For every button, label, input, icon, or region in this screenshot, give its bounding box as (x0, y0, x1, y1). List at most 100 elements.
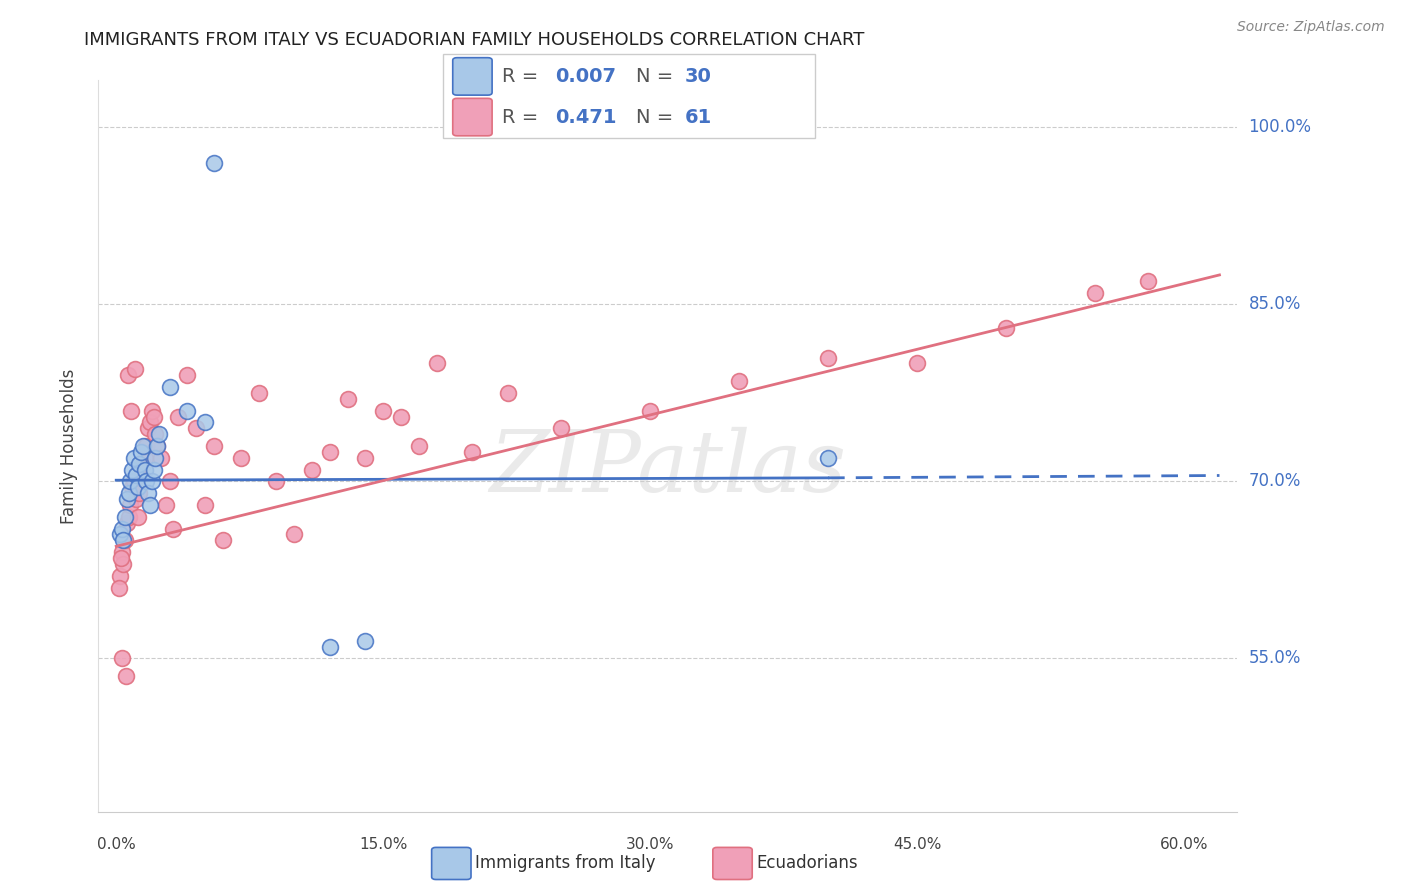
Text: 60.0%: 60.0% (1160, 837, 1208, 852)
Point (136, 421, 159, 435)
Point (194, 416, 217, 430)
Point (122, 450, 145, 465)
Point (728, 374, 751, 388)
Text: 0.0%: 0.0% (97, 837, 135, 852)
Point (994, 321, 1017, 335)
Point (389, 409, 412, 424)
Point (905, 356, 928, 370)
Point (148, 427, 170, 442)
Point (115, 516, 138, 530)
Text: R =: R = (502, 67, 544, 86)
Point (142, 409, 165, 424)
Point (108, 568, 131, 582)
Point (301, 462, 323, 476)
Point (159, 475, 181, 489)
Point (141, 403, 163, 417)
Point (121, 462, 143, 476)
Text: 70.0%: 70.0% (1249, 473, 1301, 491)
Text: 45.0%: 45.0% (893, 837, 941, 852)
Point (118, 509, 141, 524)
Point (229, 450, 252, 465)
Point (132, 439, 155, 453)
Point (141, 475, 163, 489)
Point (117, 368, 139, 383)
Point (354, 633, 377, 648)
Point (108, 581, 131, 595)
Point (461, 445, 484, 459)
Point (135, 475, 157, 489)
Text: 0.471: 0.471 (555, 108, 617, 127)
Point (149, 450, 172, 465)
Text: R =: R = (502, 108, 544, 127)
Point (115, 669, 138, 683)
Text: ZIPatlas: ZIPatlas (489, 426, 846, 509)
Point (176, 368, 198, 383)
Text: Immigrants from Italy: Immigrants from Italy (475, 855, 655, 872)
Text: 0.007: 0.007 (555, 67, 616, 86)
Point (128, 486, 150, 500)
Point (202, 156, 225, 170)
Point (202, 439, 225, 453)
Point (817, 351, 839, 365)
Point (186, 421, 208, 435)
Point (112, 557, 135, 571)
Point (146, 439, 169, 453)
Text: 100.0%: 100.0% (1249, 119, 1312, 136)
Point (114, 509, 136, 524)
Point (167, 409, 190, 424)
Point (194, 498, 217, 512)
Point (110, 545, 132, 559)
Point (146, 439, 169, 453)
Point (371, 403, 394, 417)
Point (110, 551, 132, 566)
Point (139, 416, 162, 430)
Point (638, 403, 661, 417)
Text: 61: 61 (685, 108, 711, 127)
Point (319, 640, 342, 654)
Text: 15.0%: 15.0% (359, 837, 408, 852)
Point (496, 385, 519, 400)
Point (115, 492, 138, 507)
Point (159, 380, 181, 394)
Point (212, 533, 235, 548)
Text: 55.0%: 55.0% (1249, 649, 1301, 667)
Point (120, 498, 142, 512)
Point (120, 403, 142, 417)
Point (125, 492, 148, 507)
Text: N =: N = (636, 67, 679, 86)
Point (139, 498, 162, 512)
Point (129, 445, 152, 459)
Point (266, 475, 288, 489)
Text: 30: 30 (685, 67, 711, 86)
Point (1084, 285, 1107, 300)
Text: Source: ZipAtlas.com: Source: ZipAtlas.com (1237, 20, 1385, 34)
Point (121, 480, 143, 494)
Point (118, 486, 141, 500)
Point (319, 445, 342, 459)
Point (283, 527, 305, 541)
Point (354, 450, 377, 465)
Point (155, 498, 177, 512)
Text: 85.0%: 85.0% (1249, 295, 1301, 313)
Point (114, 533, 136, 548)
Point (125, 468, 148, 483)
Point (129, 468, 152, 483)
Text: 30.0%: 30.0% (626, 837, 675, 852)
Point (408, 439, 430, 453)
Point (132, 457, 155, 471)
Point (145, 427, 167, 442)
Point (110, 522, 132, 536)
Text: N =: N = (636, 108, 679, 127)
Point (817, 450, 839, 465)
Point (124, 362, 146, 376)
Point (127, 480, 149, 494)
Point (112, 533, 135, 548)
Point (120, 475, 142, 489)
Point (145, 450, 167, 465)
Point (135, 439, 157, 453)
Text: Ecuadorians: Ecuadorians (756, 855, 858, 872)
Point (142, 462, 165, 476)
Point (134, 462, 156, 476)
Point (425, 356, 447, 370)
Y-axis label: Family Households: Family Households (59, 368, 77, 524)
